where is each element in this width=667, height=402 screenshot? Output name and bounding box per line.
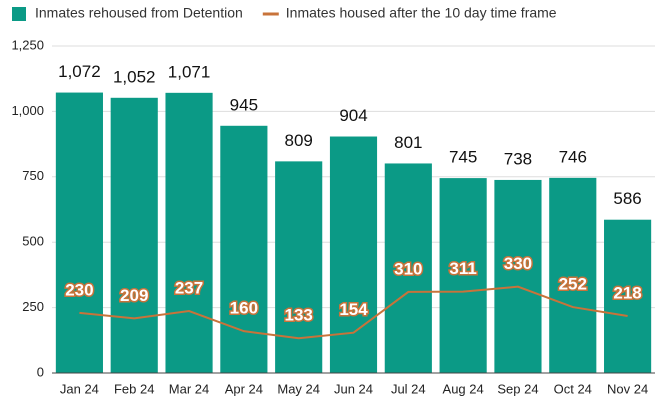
bar bbox=[549, 177, 597, 373]
x-tick-label: Apr 24 bbox=[225, 381, 263, 396]
y-tick-label: 1,000 bbox=[11, 103, 44, 118]
bar-value-label: 801 bbox=[394, 133, 422, 152]
bar-value-label: 1,071 bbox=[168, 62, 211, 81]
x-tick-label: Jan 24 bbox=[60, 381, 99, 396]
bar-value-label: 745 bbox=[449, 148, 477, 167]
bar bbox=[439, 178, 487, 373]
y-tick-label: 750 bbox=[22, 168, 44, 183]
line-value-label: 160 bbox=[230, 299, 258, 318]
bar-value-label: 586 bbox=[613, 189, 641, 208]
bar bbox=[494, 179, 542, 373]
legend-swatch bbox=[12, 7, 26, 21]
x-tick-label: Feb 24 bbox=[114, 381, 154, 396]
line-value-label: 237 bbox=[175, 278, 203, 297]
x-tick-label: Jul 24 bbox=[391, 381, 426, 396]
bar-value-label: 945 bbox=[230, 95, 258, 114]
line-value-label: 311 bbox=[449, 259, 476, 278]
bar-value-label: 809 bbox=[284, 131, 312, 150]
line-value-label: 133 bbox=[284, 306, 312, 325]
legend-label: Inmates rehoused from Detention bbox=[35, 5, 243, 21]
x-tick-label: Mar 24 bbox=[169, 381, 209, 396]
bar-value-label: 1,052 bbox=[113, 67, 156, 86]
bar bbox=[329, 136, 378, 373]
x-tick-label: Jun 24 bbox=[334, 381, 373, 396]
y-tick-label: 1,250 bbox=[11, 37, 44, 52]
legend-label: Inmates housed after the 10 day time fra… bbox=[286, 5, 557, 21]
line-value-label: 218 bbox=[613, 283, 641, 302]
bar bbox=[604, 219, 652, 373]
x-tick-label: Aug 24 bbox=[443, 381, 484, 396]
line-value-label: 209 bbox=[120, 286, 148, 305]
bar bbox=[384, 163, 432, 373]
line-value-label: 310 bbox=[394, 259, 422, 278]
bar bbox=[55, 92, 103, 374]
y-tick-label: 250 bbox=[22, 299, 44, 314]
y-tick-label: 0 bbox=[37, 364, 44, 379]
line bbox=[79, 285, 628, 340]
bar-value-label: 738 bbox=[504, 149, 532, 168]
bar-value-label: 904 bbox=[339, 106, 367, 125]
line-value-label: 154 bbox=[339, 300, 368, 319]
y-tick-label: 500 bbox=[22, 234, 44, 249]
bar bbox=[110, 97, 158, 373]
x-tick-label: May 24 bbox=[277, 381, 320, 396]
x-tick-label: Oct 24 bbox=[554, 381, 592, 396]
line-value-label: 330 bbox=[504, 254, 532, 273]
x-tick-label: Nov 24 bbox=[607, 381, 648, 396]
bar bbox=[220, 125, 268, 374]
x-tick-label: Sep 24 bbox=[497, 381, 538, 396]
line-value-label: 252 bbox=[559, 275, 587, 294]
bar-value-label: 746 bbox=[559, 147, 587, 166]
bar bbox=[275, 161, 323, 373]
line-value-label: 230 bbox=[65, 280, 93, 299]
bar bbox=[165, 92, 213, 373]
bar-value-label: 1,072 bbox=[58, 62, 101, 81]
